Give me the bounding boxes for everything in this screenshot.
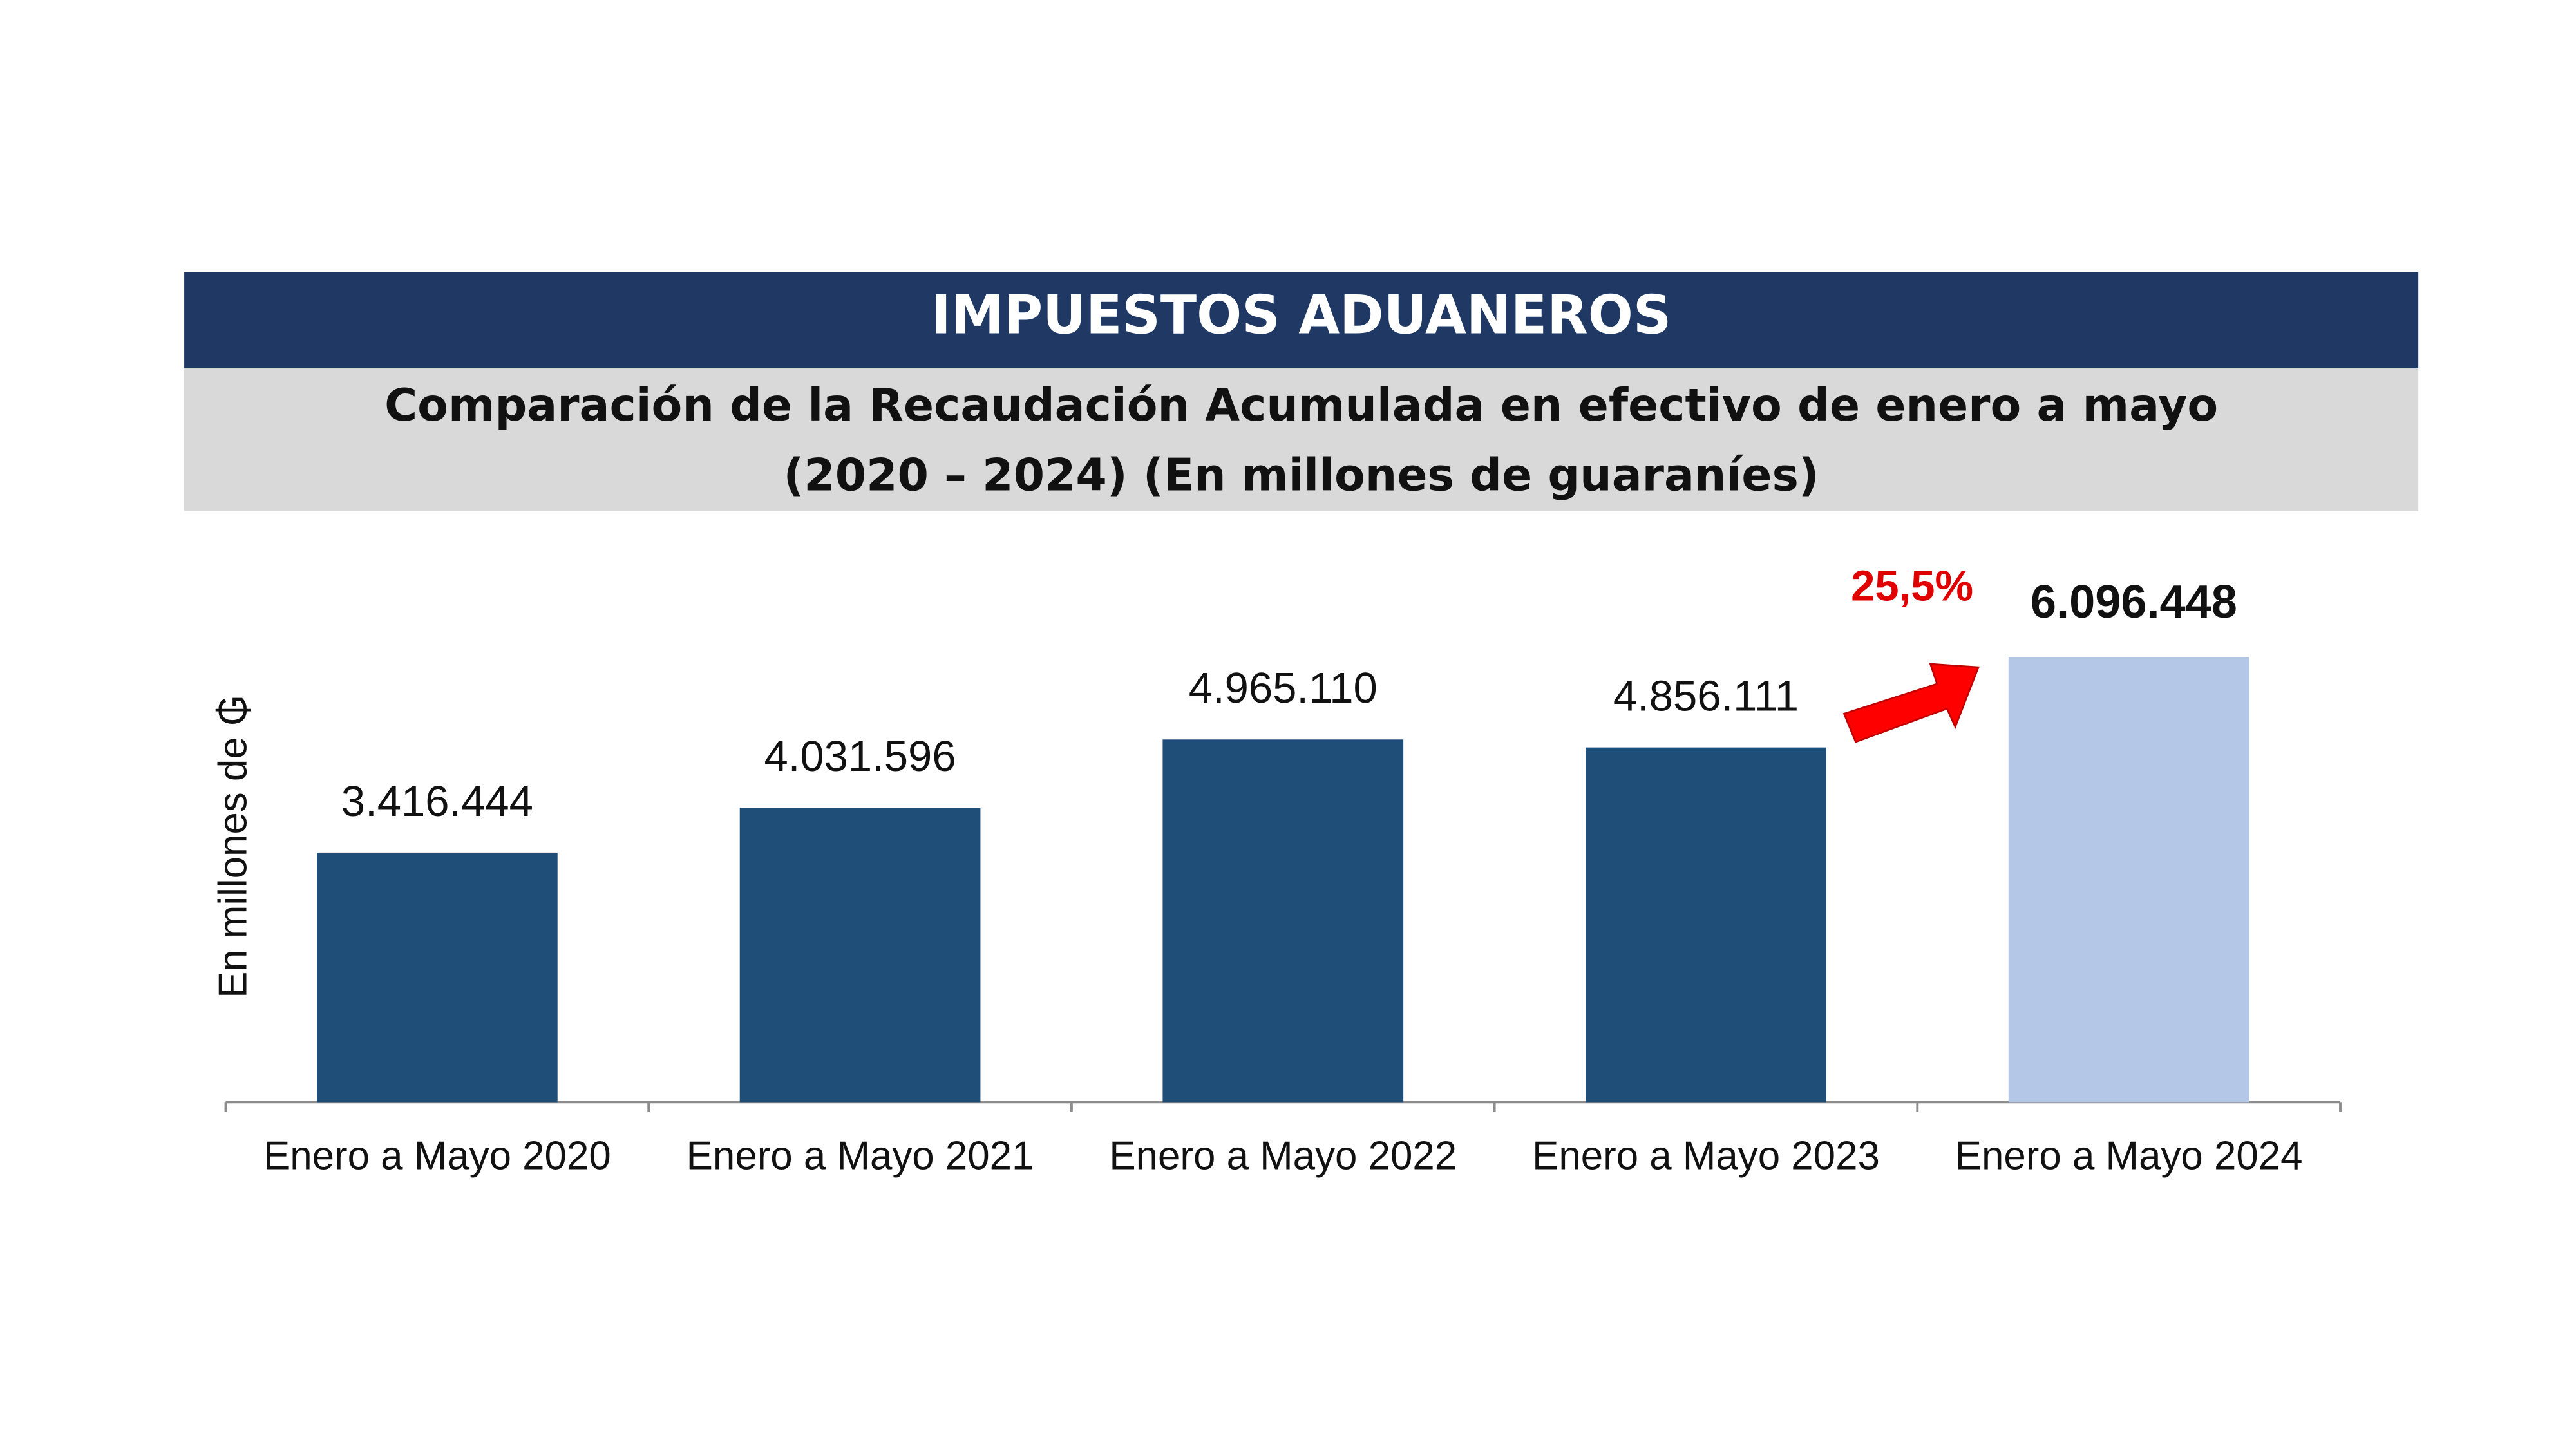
bar	[1586, 747, 1826, 1103]
value-label: 6.096.448	[2031, 576, 2237, 628]
bar	[739, 808, 981, 1103]
bar	[1162, 739, 1404, 1103]
y-axis-label: En millones de ₲	[211, 695, 255, 998]
x-tick-label: Enero a Mayo 2021	[687, 1133, 1034, 1178]
x-tick-label: Enero a Mayo 2020	[263, 1133, 611, 1178]
annotation: 25,5%	[1851, 562, 1973, 611]
value-label: 4.031.596	[764, 732, 956, 781]
title-band	[184, 272, 2419, 369]
bar	[2008, 656, 2249, 1103]
value-label: 4.856.111	[1613, 672, 1799, 721]
growth-arrow	[1842, 663, 1980, 743]
chart-subtitle: (2020 – 2024) (En millones de guaraníes)	[784, 449, 1819, 501]
chart-title: IMPUESTOS ADUANEROS	[931, 284, 1671, 346]
x-tick-label: Enero a Mayo 2024	[1955, 1133, 2303, 1178]
value-label: 3.416.444	[341, 777, 533, 826]
x-tick-label: Enero a Mayo 2023	[1532, 1133, 1880, 1178]
chart-subtitle: Comparación de la Recaudación Acumulada …	[384, 379, 2218, 431]
bar	[317, 852, 558, 1103]
subtitle-band	[184, 368, 2419, 511]
x-tick-label: Enero a Mayo 2022	[1109, 1133, 1457, 1178]
value-label: 4.965.110	[1189, 664, 1378, 712]
